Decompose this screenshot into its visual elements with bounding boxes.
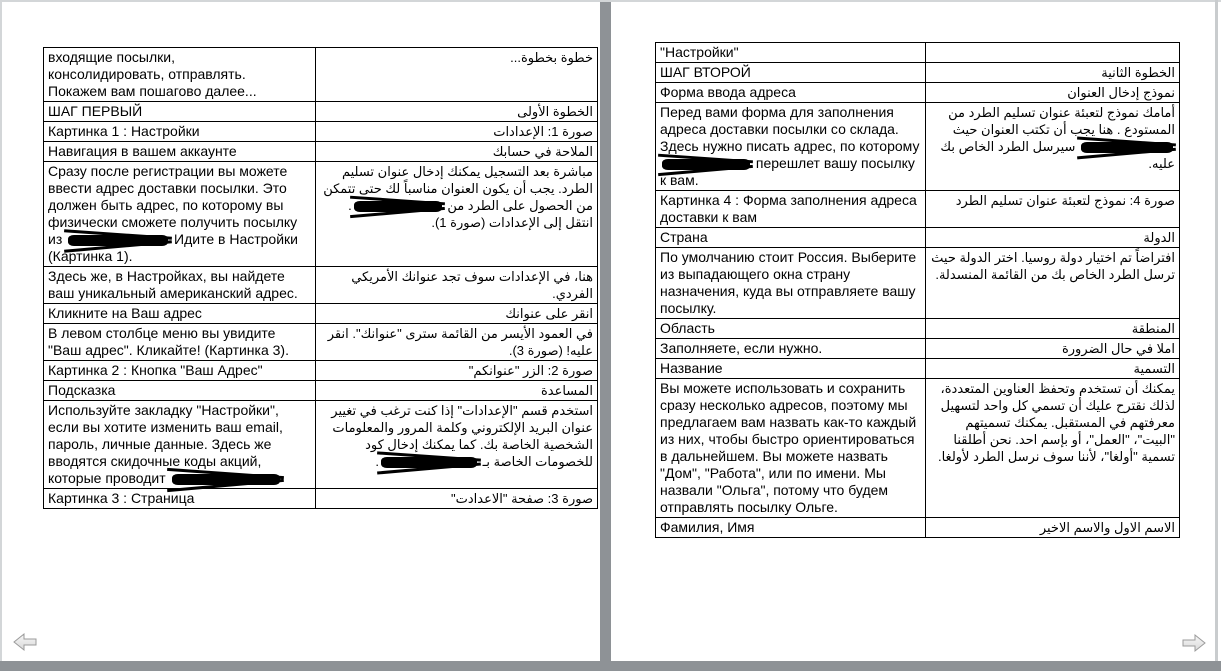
cell-russian: Страна — [655, 227, 926, 248]
redacted-text — [171, 473, 280, 485]
cell-russian: ШАГ ВТОРОЙ — [655, 62, 926, 83]
table-row: "Настройки" — [655, 42, 1180, 63]
redacted-text — [662, 158, 750, 170]
viewer-right-edge — [1215, 0, 1218, 671]
cell-arabic: التسمية — [925, 358, 1180, 379]
cell-russian: В левом столбце меню вы увидите "Ваш адр… — [43, 323, 316, 361]
cell-russian: Картинка 1 : Настройки — [43, 121, 316, 142]
arrow-right-icon — [1181, 633, 1207, 657]
cell-russian: Область — [655, 318, 926, 339]
cell-russian: Подсказка — [43, 380, 316, 401]
table-row: Навигация в вашем аккаунте الملاحة في حسا… — [43, 141, 598, 162]
next-page-button[interactable] — [1181, 632, 1207, 654]
table-row: Используйте закладку "Настройки", если в… — [43, 400, 598, 489]
cell-russian: Сразу после регистрации вы можете ввести… — [43, 161, 316, 267]
cell-arabic: صورة 3: صفحة "الاعدادت" — [315, 488, 598, 509]
cell-russian: входящие посылки, консолидировать, отпра… — [43, 47, 316, 102]
cell-arabic: صورة 2: الزر "عنوانكم" — [315, 360, 598, 381]
cell-arabic: الملاحة في حسابك — [315, 141, 598, 162]
cell-arabic: صورة 1: الإعدادات — [315, 121, 598, 142]
cell-arabic: المساعدة — [315, 380, 598, 401]
cell-arabic: استخدم قسم "الإعدادات" إذا كنت ترغب في ت… — [315, 400, 598, 489]
table-row: В левом столбце меню вы увидите "Ваш адр… — [43, 323, 598, 361]
cell-arabic: نموذج إدخال العنوان — [925, 82, 1180, 103]
cell-russian: Перед вами форма для заполнения адреса д… — [655, 102, 926, 191]
table-row: Перед вами форма для заполнения адреса д… — [655, 102, 1180, 191]
viewer-left-edge — [0, 0, 2, 671]
cell-russian: Здесь же, в Настройках, вы найдете ваш у… — [43, 266, 316, 304]
table-row: Картинка 4 : Форма заполнения адреса дос… — [655, 190, 1180, 228]
arrow-left-icon — [12, 632, 38, 656]
cell-arabic: الاسم الاول والاسم الاخير — [925, 517, 1180, 538]
cell-russian: Фамилия, Имя — [655, 517, 926, 538]
redacted-text — [68, 234, 169, 246]
cell-arabic: صورة 4: نموذج لتعبئة عنوان تسليم الطرد — [925, 190, 1180, 228]
table-row: Сразу после регистрации вы можете ввести… — [43, 161, 598, 267]
table-row: Кликните на Ваш адрес انقر على عنوانك — [43, 303, 598, 324]
cell-russian: "Настройки" — [655, 42, 926, 63]
cell-russian: Название — [655, 358, 926, 379]
table-row: Вы можете использовать и сохранить сразу… — [655, 378, 1180, 518]
cell-arabic: مباشرة بعد التسجيل يمكنك إدخال عنوان تسل… — [315, 161, 598, 267]
previous-page-button[interactable] — [12, 631, 38, 653]
cell-arabic: يمكنك أن تستخدم وتحفظ العناوين المتعددة،… — [925, 378, 1180, 518]
table-row: Картинка 1 : Настройки صورة 1: الإعدادات — [43, 121, 598, 142]
table-row: Страна الدولة — [655, 227, 1180, 248]
table-row: Фамилия, Имя الاسم الاول والاسم الاخير — [655, 517, 1180, 538]
cell-russian: Навигация в вашем аккаунте — [43, 141, 316, 162]
redacted-text — [353, 201, 442, 213]
cell-russian: Вы можете использовать и сохранить сразу… — [655, 378, 926, 518]
table-row: Картинка 3 : Страница صورة 3: صفحة "الاعد… — [43, 488, 598, 509]
table-row: По умолчанию стоит Россия. Выберите из в… — [655, 247, 1180, 319]
table-row: ШАГ ПЕРВЫЙ الخطوة الأولى — [43, 101, 598, 122]
table-row: Подсказка المساعدة — [43, 380, 598, 401]
cell-russian: По умолчанию стоит Россия. Выберите из в… — [655, 247, 926, 319]
cell-russian: Кликните на Ваш адрес — [43, 303, 316, 324]
viewer-top-edge — [0, 0, 1221, 2]
table-row: Форма ввода адреса نموذج إدخال العنوان — [655, 82, 1180, 103]
page-left-tbody: входящие посылки, консолидировать, отпра… — [43, 47, 598, 509]
cell-russian: Форма ввода адреса — [655, 82, 926, 103]
cell-arabic: في العمود الأيسر من القائمة سترى "عنوانك… — [315, 323, 598, 361]
cell-russian: Заполняете, если нужно. — [655, 338, 926, 359]
table-row: Область المنطقة — [655, 318, 1180, 339]
cell-arabic: الخطوة الثانية — [925, 62, 1180, 83]
table-row: Название التسمية — [655, 358, 1180, 379]
cell-russian: Используйте закладку "Настройки", если в… — [43, 400, 316, 489]
table-row: Картинка 2 : Кнопка "Ваш Адрес" صورة 2: ا… — [43, 360, 598, 381]
redacted-text — [380, 457, 477, 469]
cell-russian: Картинка 2 : Кнопка "Ваш Адрес" — [43, 360, 316, 381]
cell-arabic: املا في حال الضرورة — [925, 338, 1180, 359]
page-right-tbody: "Настройки" ШАГ ВТОРОЙ الخطوة الثانية Форма… — [655, 42, 1180, 538]
table-row: Заполняете, если нужно. املا في حال الضرو… — [655, 338, 1180, 359]
table-row: входящие посылки, консолидировать, отпра… — [43, 47, 598, 102]
cell-arabic: انقر على عنوانك — [315, 303, 598, 324]
cell-arabic: أمامك نموذج لتعبئة عنوان تسليم الطرد من … — [925, 102, 1180, 191]
cell-russian: ШАГ ПЕРВЫЙ — [43, 101, 316, 122]
cell-arabic: الدولة — [925, 227, 1180, 248]
translation-table-right-page: "Настройки" ШАГ ВТОРОЙ الخطوة الثانية Форма… — [655, 42, 1180, 538]
viewer-bottom-edge — [0, 661, 1221, 671]
cell-arabic: هنا، في الإعدادات سوف تجد عنوانك الأمريك… — [315, 266, 598, 304]
cell-arabic: خطوة بخطوة... — [315, 47, 598, 102]
redacted-text — [1081, 142, 1173, 154]
table-row: Здесь же, в Настройках, вы найдете ваш у… — [43, 266, 598, 304]
cell-russian: Картинка 4 : Форма заполнения адреса дос… — [655, 190, 926, 228]
cell-arabic: افتراضاً تم اختيار دولة روسيا. اختر الدو… — [925, 247, 1180, 319]
cell-russian: Картинка 3 : Страница — [43, 488, 316, 509]
cell-arabic: الخطوة الأولى — [315, 101, 598, 122]
cell-arabic: المنطقة — [925, 318, 1180, 339]
translation-table-left-page: входящие посылки, консолидировать, отпра… — [43, 47, 598, 509]
cell-arabic — [925, 42, 1180, 63]
page-gutter-divider — [600, 2, 611, 662]
table-row: ШАГ ВТОРОЙ الخطوة الثانية — [655, 62, 1180, 83]
